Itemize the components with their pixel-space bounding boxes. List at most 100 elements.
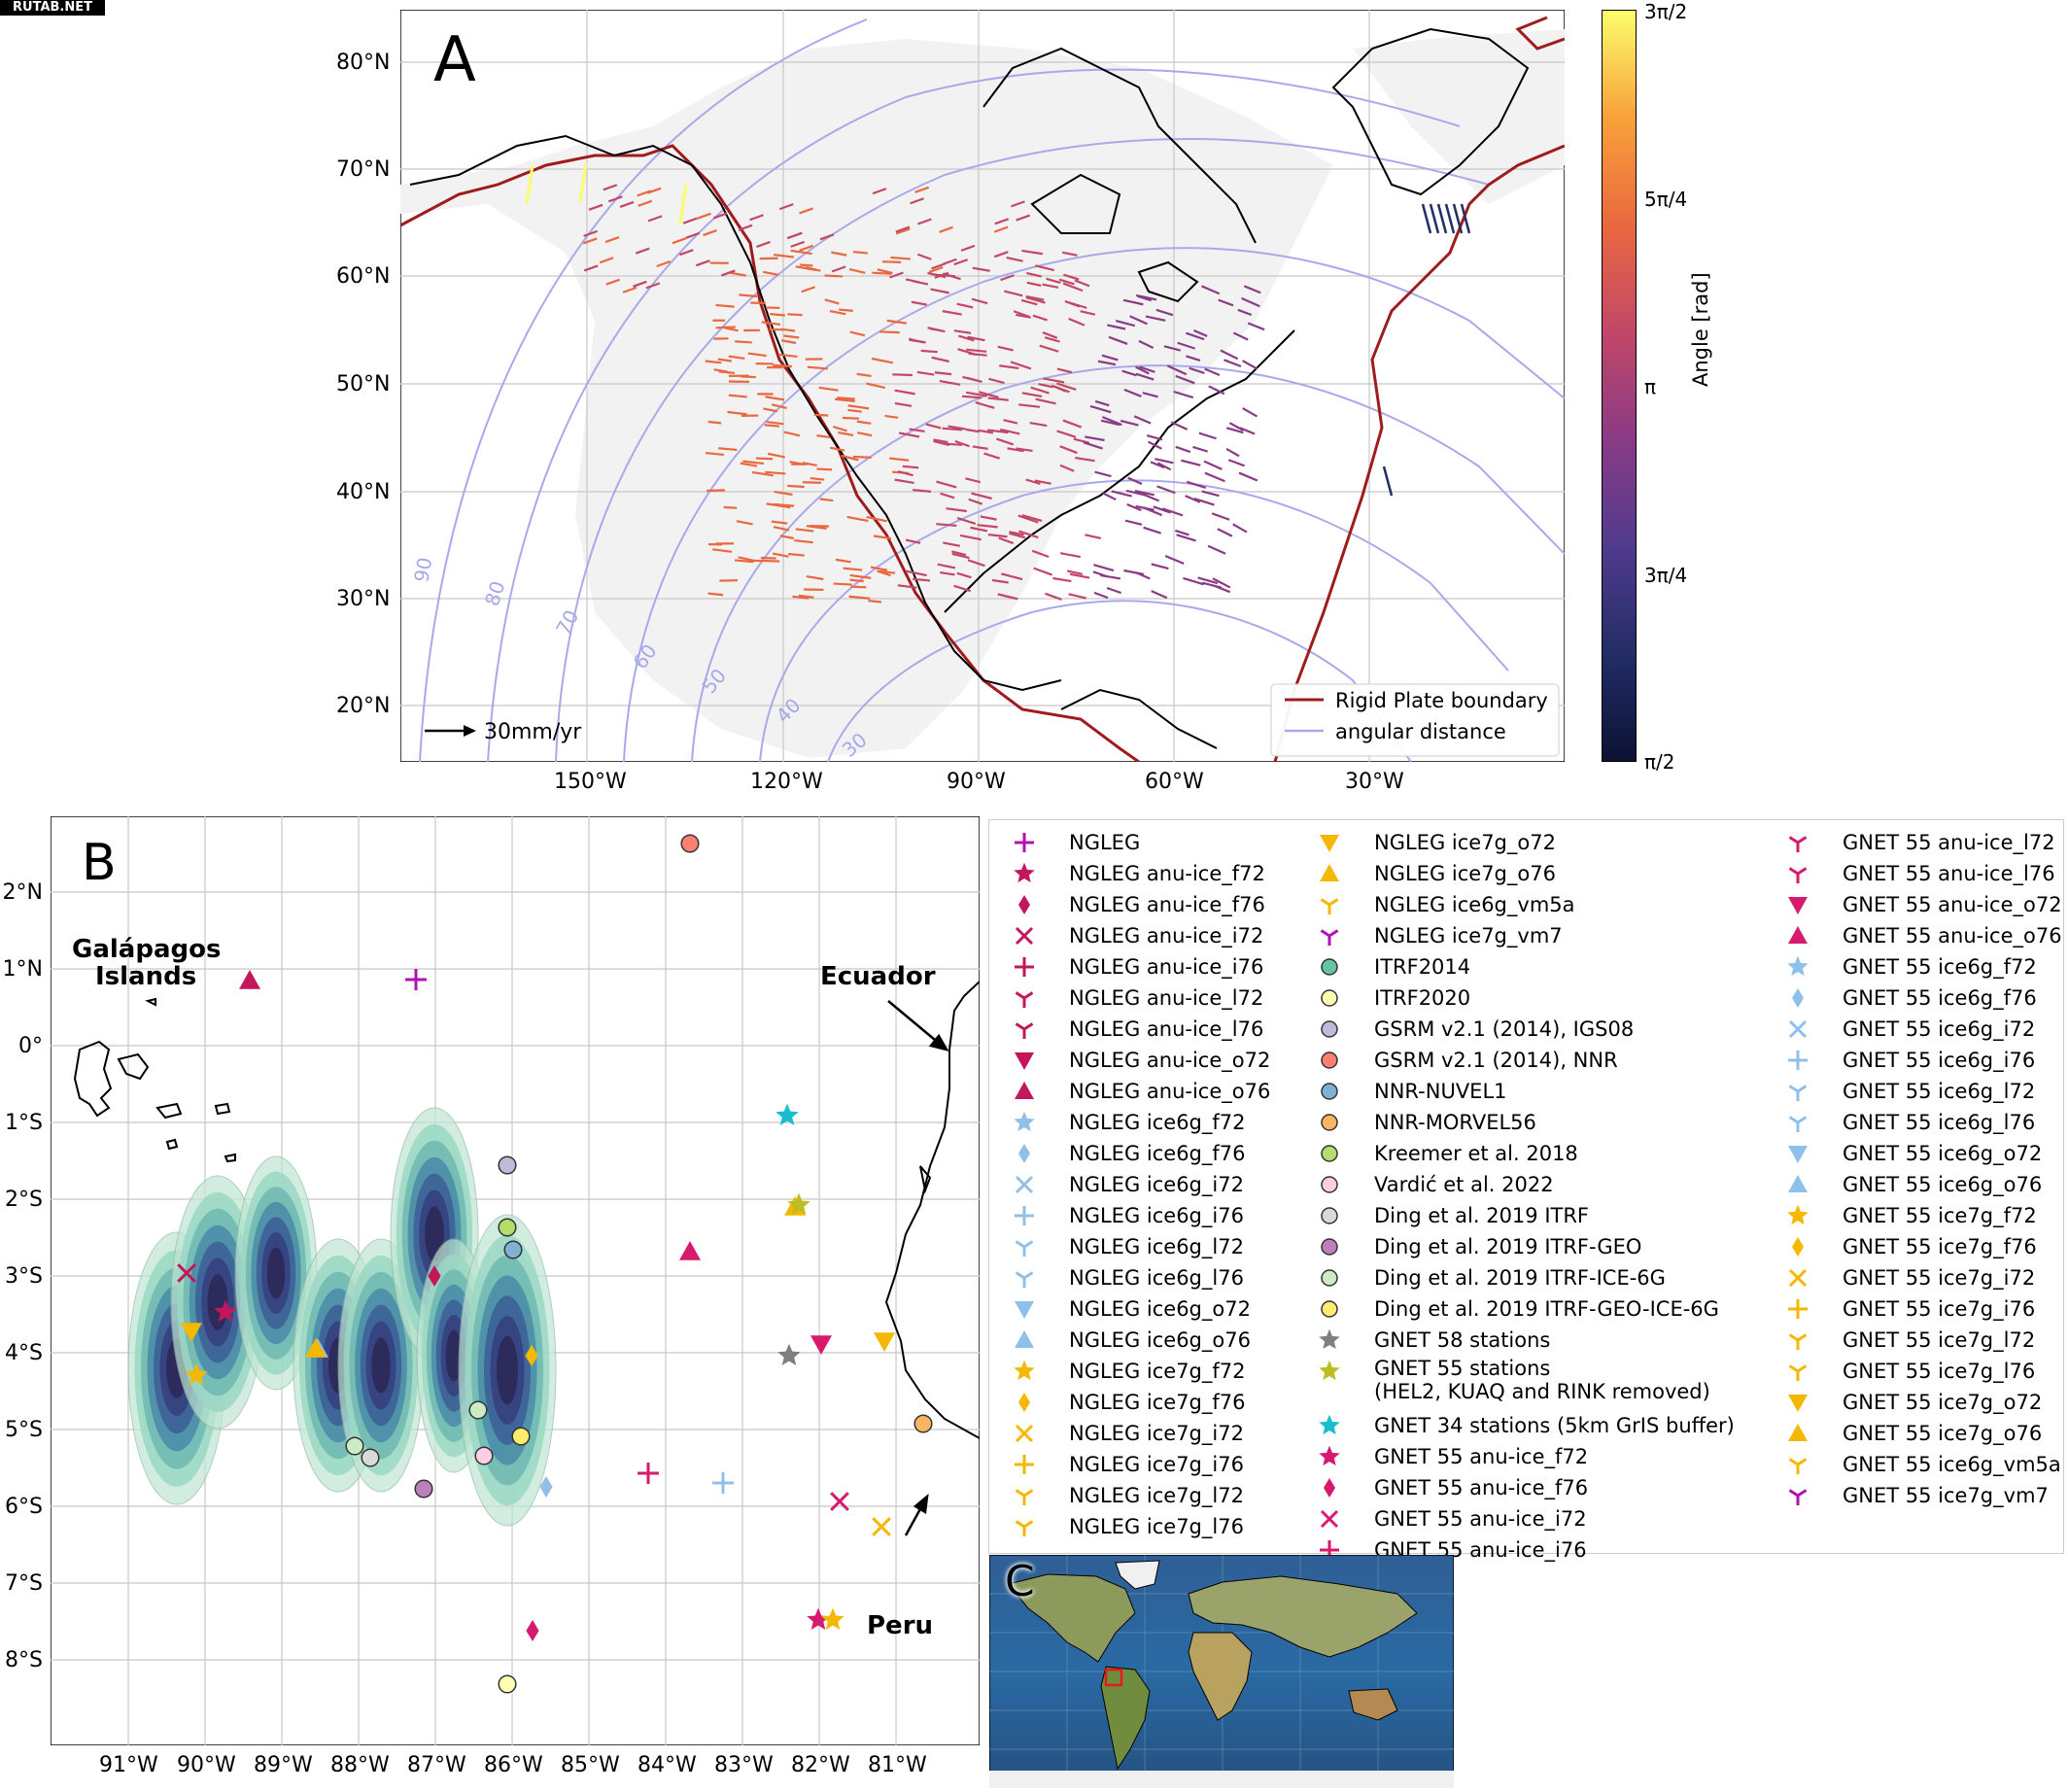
circle-marker-icon	[1321, 1207, 1338, 1224]
ecuador-label: Ecuador	[820, 962, 936, 991]
legend-item: Ding et al. 2019 ITRF-GEO-ICE-6G	[1310, 1294, 1719, 1324]
legend-item-label: Kreemer et al. 2018	[1374, 1142, 1578, 1165]
legend-item-label: GNET 55 ice7g_o76	[1843, 1422, 2043, 1445]
plus-marker-icon	[1015, 833, 1034, 852]
circle-marker-icon	[1321, 989, 1338, 1007]
lat-tick: 5°S	[5, 1418, 43, 1442]
legend-item-label: NGLEG ice7g_f72	[1069, 1360, 1246, 1383]
legend-item: NGLEG ice6g_f76	[1005, 1139, 1246, 1168]
tridown-marker-icon	[1015, 1052, 1034, 1070]
legend-item: GNET 55 ice6g_vm5a	[1778, 1450, 2061, 1479]
watermark: RUTAB.NET	[0, 0, 105, 16]
lon-tick: 120°W	[750, 770, 823, 794]
legend-item-label: NGLEG ice7g_o76	[1374, 862, 1556, 885]
lon-tick: 88°W	[330, 1753, 390, 1777]
legend-item-label: NGLEG ice7g_l72	[1069, 1484, 1244, 1507]
tri-marker-icon	[1015, 1489, 1034, 1505]
legend-item: NGLEG anu-ice_f72	[1005, 859, 1265, 888]
triup-marker-icon	[1015, 1082, 1034, 1099]
tri-marker-icon	[1788, 1116, 1808, 1132]
diamond-marker-icon	[1792, 1237, 1804, 1257]
legend-item-label: GNET 55 anu-ice_i72	[1374, 1507, 1587, 1531]
legend-item-label: NGLEG ice7g_o72	[1374, 831, 1556, 854]
diamond-marker-icon	[1792, 988, 1804, 1008]
tri-marker-icon	[1788, 867, 1808, 883]
legend-item: NGLEG ice6g_i76	[1005, 1201, 1244, 1230]
legend-item-label: NGLEG anu-ice_o72	[1069, 1049, 1271, 1072]
panel-a-map: 30mm/yr Rigid Plate boundary angular dis…	[399, 9, 1566, 764]
x-marker-icon	[1788, 1019, 1808, 1039]
greenland-land	[1353, 29, 1565, 204]
legend-item-label: NGLEG anu-ice_f72	[1069, 862, 1265, 885]
tridown-marker-icon	[1788, 1395, 1808, 1412]
lat-tick: 6°S	[5, 1495, 43, 1519]
south-america-coast	[884, 981, 981, 1439]
x-marker-icon	[1015, 926, 1034, 946]
legend-item: Ding et al. 2019 ITRF-GEO	[1310, 1232, 1641, 1261]
lat-tick: 2°N	[2, 880, 43, 905]
plus-marker-icon	[1015, 957, 1034, 977]
triup-marker-icon	[1788, 1424, 1808, 1441]
triup-marker-icon	[1320, 864, 1339, 881]
tridown-marker-icon	[1788, 897, 1808, 914]
lat-tick: 1°S	[5, 1111, 43, 1135]
legend-item-label: Vardić et al. 2022	[1374, 1173, 1554, 1196]
legend-item: Vardić et al. 2022	[1310, 1170, 1554, 1199]
legend-item-label: GNET 55 anu-ice_f72	[1374, 1445, 1589, 1468]
legend-item: GSRM v2.1 (2014), IGS08	[1310, 1015, 1634, 1044]
lat-tick: 70°N	[336, 157, 391, 182]
legend-item-label: Ding et al. 2019 ITRF-GEO	[1374, 1235, 1642, 1258]
lon-tick: 30°W	[1345, 770, 1404, 794]
legend-item-label: GNET 55 ice6g_o76	[1843, 1173, 2043, 1196]
legend-item: NGLEG ice6g_l72	[1005, 1232, 1244, 1261]
panel-c-letter: C	[1005, 1557, 1035, 1606]
legend-distance-label: angular distance	[1335, 720, 1506, 743]
diamond-marker-icon	[1018, 1144, 1030, 1163]
lon-tick: 83°W	[714, 1753, 774, 1777]
lat-tick: 30°N	[336, 587, 391, 611]
x-marker-icon	[1788, 1268, 1808, 1288]
legend-item: GNET 55 ice6g_i72	[1778, 1015, 2035, 1044]
tridown-marker-icon	[1015, 1301, 1034, 1319]
legend-item-label: Ding et al. 2019 ITRF	[1374, 1204, 1590, 1227]
plus-marker-icon	[1015, 1206, 1034, 1225]
circle-marker-icon	[1321, 1176, 1338, 1193]
legend-item: Ding et al. 2019 ITRF-ICE-6G	[1310, 1263, 1666, 1292]
circle-marker-icon	[1321, 958, 1338, 976]
legend-item-label: GNET 55 ice6g_f76	[1843, 986, 2037, 1010]
x-marker-icon	[1015, 1424, 1034, 1443]
legend-item: GNET 55 ice6g_f72	[1778, 952, 2037, 982]
legend-item: NGLEG anu-ice_l72	[1005, 983, 1263, 1013]
legend-item: NGLEG ice7g_f76	[1005, 1388, 1246, 1417]
legend-boundary-label: Rigid Plate boundary	[1335, 689, 1548, 712]
legend-item: GNET 55 ice6g_i76	[1778, 1046, 2035, 1075]
triup-marker-icon	[1788, 926, 1808, 944]
legend-item: GNET 55 anu-ice_f72	[1310, 1442, 1588, 1471]
lat-tick: 80°N	[336, 51, 391, 75]
lat-tick: 50°N	[336, 372, 391, 396]
legend-item-label: NGLEG ice7g_vm7	[1374, 924, 1563, 948]
legend-item-label: NNR-MORVEL56	[1374, 1111, 1536, 1134]
legend-item: NGLEG anu-ice_o72	[1005, 1046, 1270, 1075]
legend-item-label: NGLEG ice6g_o76	[1069, 1328, 1251, 1352]
legend-item-label: NGLEG ice6g_i76	[1069, 1204, 1244, 1227]
legend-item: GNET 55 anu-ice_i72	[1310, 1504, 1587, 1534]
lon-tick: 60°W	[1145, 770, 1204, 794]
distance-label: 90	[409, 556, 436, 584]
tri-marker-icon	[1015, 1022, 1034, 1039]
colorbar	[1602, 10, 1637, 762]
colorbar-tick: π/2	[1644, 750, 1675, 774]
legend-item: GNET 55 anu-ice_l76	[1778, 859, 2055, 888]
angular-distance-lines	[419, 18, 1566, 763]
pole-legend: NGLEG NGLEG anu-ice_f72 NGLEG anu-ice_f76 N…	[988, 819, 2064, 1562]
legend-item: GNET 55 ice7g_f72	[1778, 1201, 2037, 1230]
legend-item-label: GNET 55 ice7g_l72	[1843, 1328, 2036, 1352]
legend-item: GNET 55 anu-ice_l72	[1778, 828, 2055, 857]
legend-item: GNET 34 stations (5km GrIS buffer)	[1310, 1411, 1735, 1440]
legend-item-label: GNET 55 anu-ice_o76	[1843, 924, 2062, 948]
scale-label: 30mm/yr	[484, 720, 582, 744]
legend-item-label: GNET 55 ice6g_i72	[1843, 1017, 2036, 1041]
legend-item-label: GNET 34 stations (5km GrIS buffer)	[1374, 1414, 1735, 1437]
legend-item: NGLEG ice7g_i76	[1005, 1450, 1244, 1479]
star-marker-icon	[1014, 862, 1035, 883]
